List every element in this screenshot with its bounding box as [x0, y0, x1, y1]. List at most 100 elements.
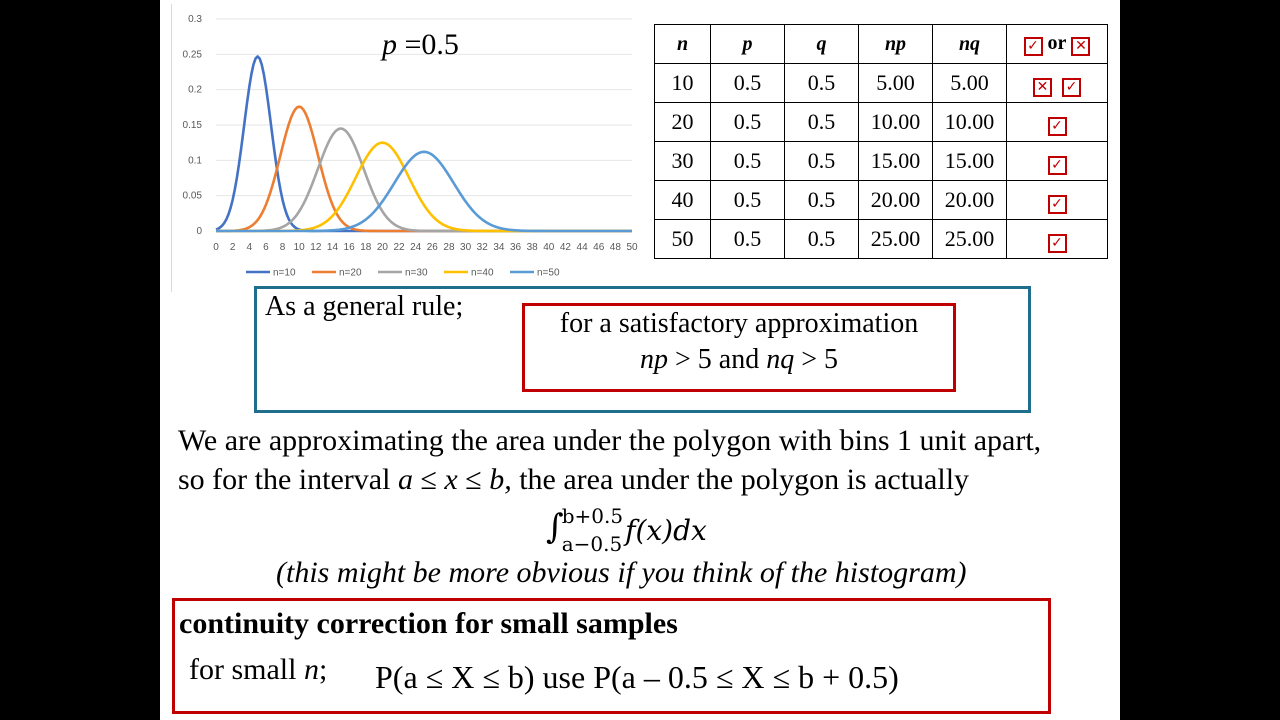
x-tick-label: 2: [230, 242, 236, 253]
cell-nq: 20.00: [932, 180, 1007, 220]
general-rule-box: As a general rule; for a satisfactory ap…: [254, 286, 1031, 413]
cell-p: 0.5: [710, 63, 785, 103]
x-tick-label: 38: [527, 242, 539, 253]
cell-mark: ✓: [1006, 180, 1108, 220]
table-row: 40 0.5 0.5 20.00 20.00 ✓: [654, 180, 1108, 220]
interval-a: a: [397, 463, 413, 496]
x-tick-label: 28: [443, 242, 455, 253]
interval-post: the area under the polygon is actually: [511, 463, 970, 496]
y-tick-label: 0.1: [188, 155, 202, 166]
cell-q: 0.5: [784, 219, 859, 259]
cell-n: 50: [654, 219, 711, 259]
table-header-row: n p q np nq ✓ or ✕: [654, 24, 1108, 64]
cell-np: 25.00: [858, 219, 933, 259]
cell-n: 20: [654, 102, 711, 142]
condition-np: np: [639, 344, 668, 375]
cell-n: 30: [654, 141, 711, 181]
x-tick-label: 10: [294, 242, 306, 253]
small-n-label: for small n;: [189, 653, 327, 687]
p-value: =0.5: [397, 28, 459, 61]
histogram-note: (this might be more obvious if you think…: [276, 556, 967, 589]
binomial-distribution-chart: 0 0.05 0.1 0.15 0.2 0.25 0.3 0 2 4 6 8 10 12 14 16 18 20 2…: [170, 6, 650, 290]
cell-nq: 25.00: [932, 219, 1007, 259]
header-or: or: [1047, 32, 1067, 54]
checkbox-check-icon: ✓: [1062, 77, 1081, 97]
cell-q: 0.5: [784, 180, 859, 220]
series-line-n=50: [216, 150, 632, 233]
checkbox-cross-icon: ✕: [1071, 37, 1091, 56]
checkbox-check-icon: ✓: [1047, 233, 1067, 253]
cell-np: 10.00: [858, 102, 933, 142]
continuity-correction-box: continuity correction for small samples …: [172, 598, 1051, 714]
integrand: f(x)dx: [625, 513, 707, 547]
general-rule-heading: As a general rule;: [265, 291, 464, 322]
header-p: p: [710, 24, 785, 64]
x-tick-label: 22: [393, 242, 405, 253]
header-np: np: [858, 24, 933, 64]
x-tick-label: 50: [626, 242, 638, 253]
cell-q: 0.5: [784, 141, 859, 181]
table-row: 20 0.5 0.5 10.00 10.00 ✓: [654, 102, 1108, 142]
body-line-1: We are approximating the area under the …: [178, 424, 1042, 457]
x-tick-label: 8: [280, 242, 286, 253]
x-tick-label: 14: [327, 242, 339, 253]
legend-label: n=30: [405, 268, 428, 279]
x-tick-label: 32: [477, 242, 489, 253]
condition-gt-1: > 5 and: [667, 344, 767, 375]
x-tick-label: 30: [460, 242, 472, 253]
cell-nq: 10.00: [932, 102, 1007, 142]
y-tick-label: 0.2: [188, 85, 202, 96]
legend-label: n=10: [273, 268, 296, 279]
small-n-post: ;: [318, 653, 328, 686]
y-tick-label: 0.05: [183, 191, 203, 202]
chart-svg: 00.050.10.150.20.250.30 2 4 6 8 10 12 14 16 18 20 2…: [183, 14, 638, 279]
header-check-or-cross: ✓ or ✕: [1006, 24, 1108, 64]
table-row: 50 0.5 0.5 25.00 25.00 ✓: [654, 219, 1108, 259]
interval-b: b,: [489, 463, 512, 496]
cell-mark: ✓: [1006, 102, 1108, 142]
small-n-pre: for small: [189, 653, 304, 686]
x-tick-label: 24: [410, 242, 422, 253]
legend-label: n=20: [339, 268, 362, 279]
series-line-n=40: [216, 141, 632, 233]
cell-mark: ✓: [1006, 219, 1108, 259]
checkbox-cross-icon: ✕: [1033, 77, 1052, 97]
cell-q: 0.5: [784, 63, 859, 103]
table-row: 30 0.5 0.5 15.00 15.00 ✓: [654, 141, 1108, 181]
cell-p: 0.5: [710, 102, 785, 142]
x-tick-label: 12: [310, 242, 322, 253]
cell-n: 40: [654, 180, 711, 220]
integral-limits: b+0.5 a−0.5: [562, 502, 623, 558]
condition-line-2: np > 5 and nq > 5: [525, 342, 953, 378]
checkbox-check-icon: ✓: [1047, 194, 1067, 214]
x-tick-label: 26: [427, 242, 439, 253]
y-tick-label: 0.15: [183, 120, 203, 131]
x-tick-label: 34: [493, 242, 505, 253]
cell-q: 0.5: [784, 102, 859, 142]
cell-mark: ✓: [1006, 141, 1108, 181]
x-tick-label: 48: [610, 242, 622, 253]
interval-x: x: [444, 463, 458, 496]
x-tick-label: 46: [593, 242, 605, 253]
cell-mark: ✕ ✓: [1006, 63, 1108, 103]
y-tick-label: 0.3: [188, 14, 202, 25]
approximation-condition-box: for a satisfactory approximation np > 5 …: [522, 303, 956, 392]
p-value-label: p =0.5: [382, 28, 459, 62]
x-tick-label: 44: [577, 242, 589, 253]
checkbox-check-icon: ✓: [1023, 37, 1043, 56]
condition-nq: nq: [766, 344, 795, 375]
x-tick-label: 40: [543, 242, 555, 253]
integral-sign-icon: ∫: [546, 507, 564, 547]
header-n: n: [654, 24, 711, 64]
cell-nq: 15.00: [932, 141, 1007, 181]
small-n-var: n: [303, 653, 319, 686]
x-tick-label: 0: [213, 242, 219, 253]
chart-divider: [171, 4, 172, 292]
cell-np: 15.00: [858, 141, 933, 181]
legend-label: n=50: [537, 268, 560, 279]
cell-p: 0.5: [710, 180, 785, 220]
integral-expression: ∫ b+0.5 a−0.5 f(x)dx: [546, 502, 707, 558]
interval-le-1: ≤: [412, 463, 445, 496]
slide: 0 0.05 0.1 0.15 0.2 0.25 0.3 0 2 4 6 8 10 12 14 16 18 20 2…: [160, 0, 1120, 720]
y-tick-label: 0.25: [183, 49, 203, 60]
